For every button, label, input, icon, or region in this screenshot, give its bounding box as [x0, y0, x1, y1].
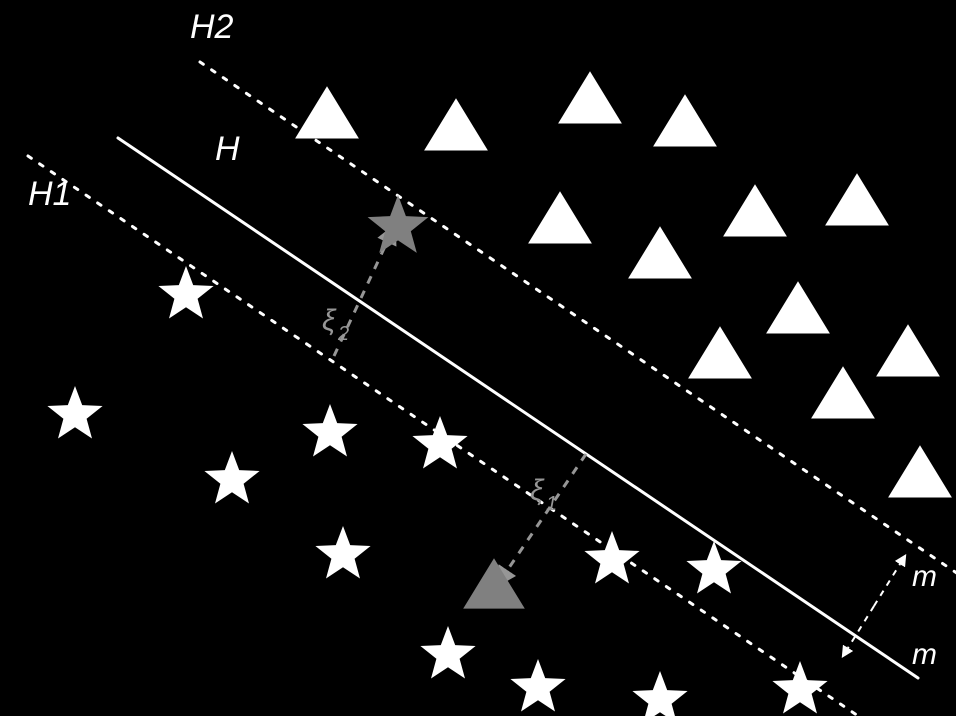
label-H1: H1 [28, 175, 71, 213]
label-H: H [215, 130, 240, 168]
label-m_bot: m [912, 638, 937, 671]
label-m_top: m [912, 560, 937, 593]
label-xi2_base: ξ [322, 304, 337, 337]
label-xi1_base: ξ [530, 474, 545, 507]
svm-diagram: HH1H2mmξ1ξ2 [0, 0, 956, 716]
label-xi1_sub: 1 [546, 493, 557, 515]
label-xi2_sub: 2 [337, 323, 349, 345]
label-H2: H2 [190, 8, 234, 46]
